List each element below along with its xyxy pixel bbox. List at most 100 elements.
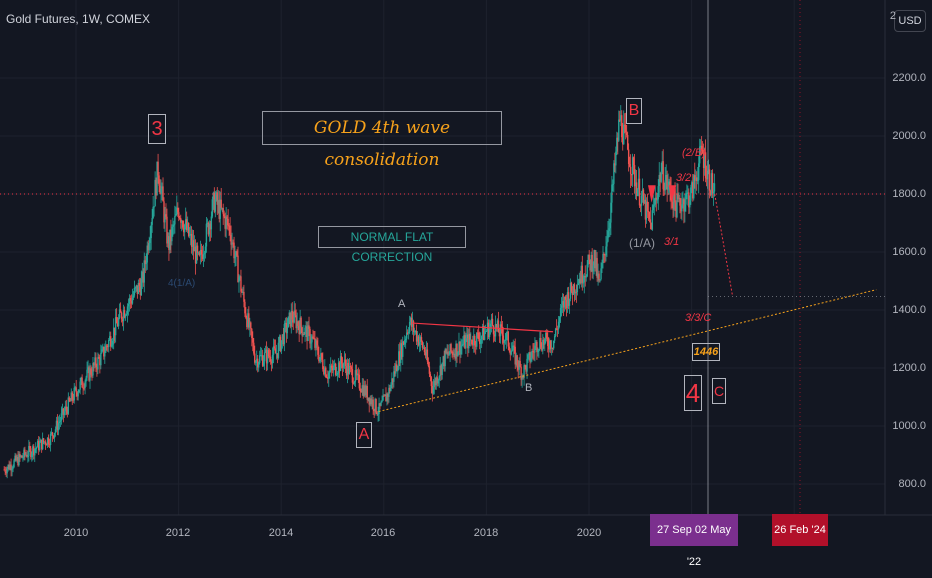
candle-body — [133, 287, 136, 296]
candle-body — [357, 373, 360, 375]
candle-body — [222, 207, 224, 215]
candle-body — [155, 179, 157, 196]
candle-body — [110, 336, 112, 347]
candle-body — [588, 254, 590, 260]
y-tick-2000: 2000.0 — [892, 130, 926, 142]
candle-body — [582, 282, 584, 284]
candle-body — [420, 337, 423, 342]
candle-body — [699, 145, 702, 147]
candle-body — [166, 216, 168, 244]
candle-body — [304, 327, 306, 335]
candle-body — [363, 385, 365, 397]
candle-body — [647, 210, 650, 213]
candle-body — [472, 344, 474, 346]
price-chart[interactable] — [0, 0, 932, 550]
candle-body — [576, 285, 579, 293]
candle-body — [654, 197, 656, 205]
candle-body — [197, 252, 200, 254]
candle-body — [44, 441, 47, 445]
candle-body — [365, 386, 367, 396]
candle-body — [243, 291, 245, 302]
candle-body — [577, 283, 580, 286]
candle-body — [66, 409, 69, 414]
candle-body — [408, 321, 411, 332]
candle-body — [294, 310, 296, 316]
candle-body — [678, 197, 680, 199]
candle-body — [367, 397, 369, 400]
candle-body — [606, 241, 608, 247]
candle-body — [473, 335, 475, 346]
x-tick-2016: 2016 — [370, 527, 396, 539]
candle-body — [277, 342, 280, 358]
candle-body — [697, 180, 699, 182]
candle-body — [481, 326, 484, 337]
point-a-label: A — [398, 298, 406, 310]
candle-body — [624, 124, 627, 133]
candle-body — [83, 387, 85, 389]
candle-body — [213, 192, 216, 212]
candle-body — [667, 186, 669, 190]
label-2b: (2/B) — [682, 147, 706, 159]
candle-body — [643, 199, 646, 204]
candle-body — [644, 199, 647, 220]
candle-body — [628, 164, 631, 167]
candle-body — [423, 347, 426, 353]
candle-body — [104, 352, 106, 357]
candle-body — [117, 317, 120, 327]
candle-body — [111, 344, 113, 347]
candle-body — [161, 186, 163, 189]
candle-body — [171, 226, 173, 242]
candle-body — [525, 365, 527, 372]
candle-body — [379, 403, 381, 406]
candle-body — [450, 344, 452, 352]
label-3-3-c: 3/3/C — [685, 312, 712, 324]
candle-body — [521, 375, 523, 380]
candle-body — [519, 360, 521, 367]
currency-button[interactable]: USD — [894, 10, 926, 32]
candle-body — [12, 467, 14, 469]
candle-body — [534, 345, 536, 353]
candle-body — [246, 317, 248, 328]
pattern-label: NORMAL FLAT CORRECTION — [318, 226, 466, 264]
candle-body — [429, 373, 432, 378]
candle-body — [219, 199, 221, 219]
candle-body — [499, 324, 502, 337]
candle-body — [526, 358, 528, 372]
candle-body — [320, 353, 322, 358]
candle-body — [19, 454, 21, 458]
candle-body — [586, 264, 588, 277]
candle-body — [29, 446, 31, 449]
candle-body — [652, 205, 655, 211]
candle-body — [340, 356, 343, 364]
candle-body — [271, 354, 274, 364]
candle-body — [597, 273, 599, 278]
candle-body — [550, 340, 552, 349]
candle-body — [233, 242, 235, 259]
candle-body — [532, 350, 534, 352]
candle-body — [221, 207, 223, 209]
candle-body — [479, 339, 482, 344]
candle-body — [664, 180, 666, 191]
candle-body — [132, 295, 135, 298]
candle-body — [209, 223, 212, 230]
candle-body — [533, 351, 535, 353]
candle-body — [285, 322, 288, 334]
candle-body — [683, 199, 685, 212]
candle-body — [336, 372, 339, 375]
candle-body — [633, 165, 636, 187]
candle-body — [578, 278, 581, 284]
candle-body — [348, 365, 351, 374]
candle-body — [17, 456, 19, 466]
candle-body — [611, 184, 613, 203]
candle-body — [263, 352, 266, 362]
y-tick-1600: 1600.0 — [892, 246, 926, 258]
candle-body — [223, 214, 225, 217]
wave-4-label: 4 — [684, 375, 702, 411]
candle-body — [609, 222, 611, 229]
candle-body — [488, 327, 491, 337]
candle-body — [366, 386, 368, 400]
candle-body — [619, 119, 621, 121]
candle-body — [141, 271, 143, 279]
candle-body — [341, 363, 344, 368]
candle-body — [268, 356, 271, 358]
